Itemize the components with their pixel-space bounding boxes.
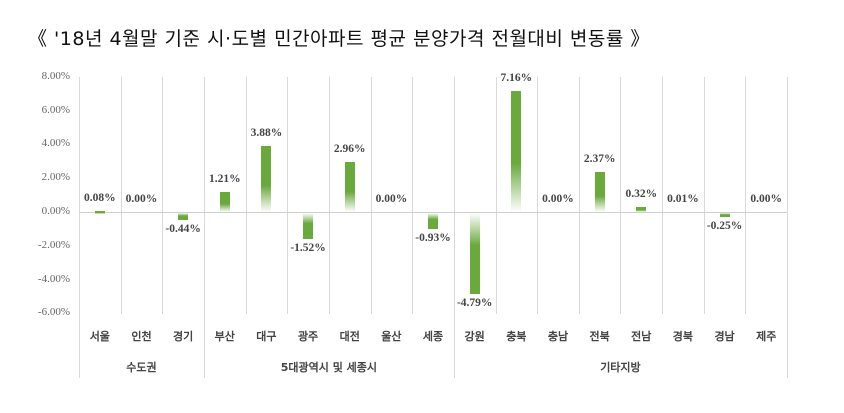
y-axis-tick: 6.00% — [41, 103, 70, 116]
gridline — [620, 77, 621, 314]
bar — [344, 161, 355, 212]
category-label: 서울 — [89, 330, 110, 343]
data-label: -4.79% — [456, 296, 493, 309]
group-label: 5대광역시 및 세종시 — [280, 361, 378, 374]
y-axis-tick: 2.00% — [41, 171, 70, 184]
data-label: 2.96% — [333, 142, 366, 155]
category-label: 광주 — [297, 330, 319, 343]
bar — [303, 213, 314, 239]
category-label: 제주 — [756, 330, 777, 343]
bar — [178, 213, 189, 221]
data-label: -0.44% — [165, 223, 201, 236]
category-label: 전북 — [589, 330, 610, 343]
gridline — [662, 77, 663, 314]
gridline — [287, 77, 288, 314]
y-axis-tick: -6.00% — [37, 306, 70, 319]
data-label: 7.16% — [500, 71, 533, 84]
bar — [469, 213, 480, 294]
data-label: 0.00% — [375, 193, 408, 205]
data-label: 0.01% — [667, 192, 699, 205]
data-label: 0.08% — [84, 191, 116, 204]
category-label: 경북 — [672, 330, 694, 343]
zero-line — [79, 212, 787, 213]
data-label: 1.21% — [208, 172, 241, 185]
bar — [428, 213, 439, 229]
gridline — [79, 77, 80, 378]
gridline — [329, 77, 330, 314]
bar — [719, 213, 730, 218]
gridline — [204, 77, 205, 378]
bar — [594, 171, 605, 212]
y-axis-tick: 8.00% — [41, 69, 70, 82]
gridline — [246, 77, 247, 314]
gridline — [745, 77, 746, 314]
category-label: 대구 — [256, 330, 277, 343]
data-label: 0.00% — [542, 193, 574, 205]
category-label: 부산 — [214, 330, 235, 343]
gridline — [537, 77, 538, 314]
data-label: 0.00% — [750, 193, 783, 205]
gridline — [371, 77, 372, 314]
data-label: -0.25% — [706, 220, 743, 233]
category-label: 울산 — [381, 330, 402, 343]
category-label: 강원 — [464, 330, 485, 343]
bar — [94, 210, 105, 214]
bar — [636, 206, 647, 212]
category-label: 세종 — [422, 330, 444, 343]
gridline — [496, 77, 497, 314]
category-label: 인천 — [131, 330, 152, 343]
data-label: 3.88% — [250, 127, 283, 140]
data-label: 2.37% — [583, 152, 616, 165]
category-label: 전남 — [631, 330, 652, 343]
y-axis-tick: -4.00% — [37, 272, 70, 285]
group-label: 수도권 — [126, 361, 157, 374]
y-axis-tick: 4.00% — [41, 137, 70, 150]
gridline — [121, 77, 122, 314]
data-label: 0.00% — [125, 193, 158, 205]
gridline — [454, 77, 455, 378]
category-label: 경기 — [173, 330, 194, 343]
category-label: 경남 — [714, 330, 735, 343]
y-axis-tick: -2.00% — [37, 238, 70, 251]
bar — [261, 146, 272, 212]
bar — [511, 90, 522, 212]
category-label: 대전 — [339, 330, 360, 343]
gridline — [162, 77, 163, 314]
gridline — [787, 77, 788, 378]
gridline — [579, 77, 580, 314]
gridline — [412, 77, 413, 314]
data-label: -1.52% — [290, 241, 326, 254]
bar — [219, 191, 230, 212]
category-label: 충남 — [547, 330, 569, 343]
category-label: 충북 — [506, 330, 527, 343]
group-label: 기타지방 — [600, 361, 641, 374]
data-label: -0.93% — [415, 231, 451, 244]
chart-title: 《 '18년 4월말 기준 시·도별 민간아파트 평균 분양가격 전월대비 변동… — [28, 28, 650, 50]
y-axis-tick: 0.00% — [41, 205, 70, 217]
gridline — [704, 77, 705, 314]
data-label: 0.32% — [625, 187, 658, 200]
